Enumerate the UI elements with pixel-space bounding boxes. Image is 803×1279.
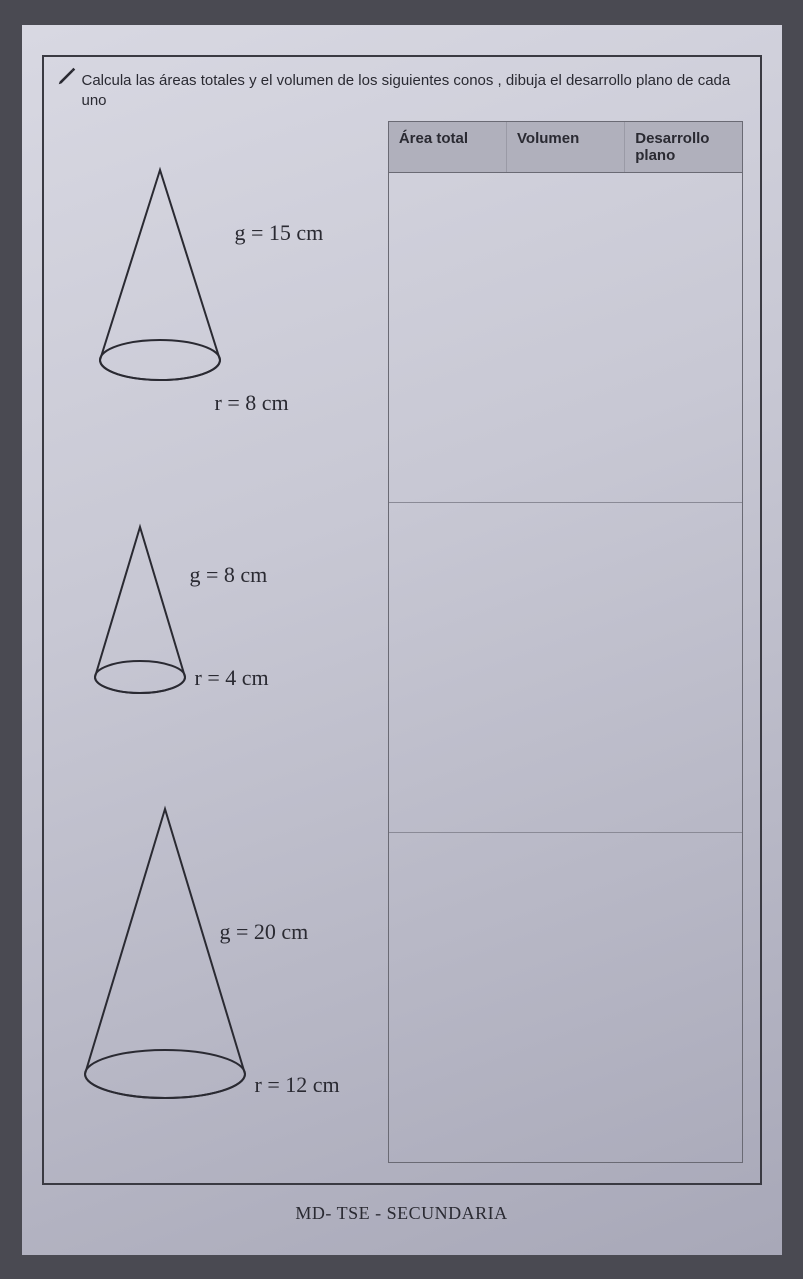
table-header-row: Área total Volumen Desarrollo plano	[389, 122, 743, 173]
instruction: Calcula las áreas totales y el volumen d…	[82, 72, 731, 109]
th-area: Área total	[389, 122, 507, 172]
cone-3: g = 20 cm r = 12 cm	[60, 794, 378, 1134]
th-volumen: Volumen	[507, 122, 625, 172]
pencil-icon	[56, 65, 78, 87]
answer-table: Área total Volumen Desarrollo plano	[388, 121, 744, 1163]
cone-2: g = 8 cm r = 4 cm	[60, 507, 378, 737]
cone-3-r-label: r = 12 cm	[255, 1072, 340, 1098]
cone-1: g = 15 cm r = 8 cm	[60, 150, 378, 450]
cone-1-g-label: g = 15 cm	[235, 220, 324, 246]
footer-text: MD- TSE - SECUNDARIA	[42, 1203, 762, 1224]
worksheet-page: Calcula las áreas totales y el volumen d…	[22, 25, 782, 1255]
cone-1-r-label: r = 8 cm	[215, 390, 289, 416]
table-row	[389, 173, 743, 503]
content-frame: Calcula las áreas totales y el volumen d…	[42, 55, 762, 1185]
table-row	[389, 833, 743, 1162]
cone-1-svg	[60, 150, 260, 410]
cone-2-r-label: r = 4 cm	[195, 665, 269, 691]
instruction-text: Calcula las áreas totales y el volumen d…	[60, 71, 744, 112]
content-row: g = 15 cm r = 8 cm g = 8 cm r = 4 cm	[60, 121, 744, 1163]
th-desarrollo: Desarrollo plano	[625, 122, 742, 172]
cone-3-g-label: g = 20 cm	[220, 919, 309, 945]
cones-column: g = 15 cm r = 8 cm g = 8 cm r = 4 cm	[60, 121, 388, 1163]
table-row	[389, 503, 743, 833]
cone-2-g-label: g = 8 cm	[190, 562, 268, 588]
